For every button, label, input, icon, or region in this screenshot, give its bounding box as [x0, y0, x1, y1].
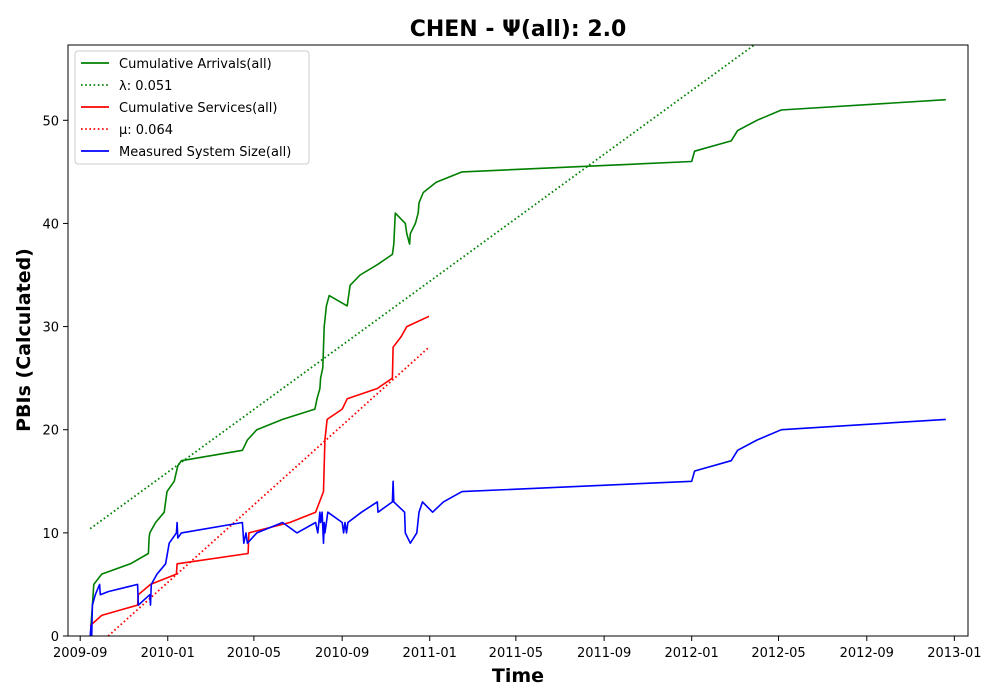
x-tick-label: 2011-01: [403, 646, 457, 661]
legend: Cumulative Arrivals(all) λ: 0.051 Cumulati…: [74, 50, 310, 165]
x-tick-label: 2011-09: [577, 646, 631, 661]
axes: 2009-09 2010-01 2010-05 2010-09 2011-01 2011-…: [42, 44, 982, 661]
plot-area: [89, 45, 946, 636]
x-axis-label: Time: [492, 665, 544, 687]
x-tick-label: 2010-01: [141, 646, 195, 661]
x-tick-label: 2012-09: [840, 646, 894, 661]
legend-label: λ: 0.051: [119, 79, 172, 94]
y-tick-label: 40: [42, 217, 59, 232]
x-tick-label: 2012-05: [751, 646, 805, 661]
x-tick-label: 2011-05: [489, 646, 543, 661]
y-tick-label: 50: [42, 114, 59, 129]
legend-label: Measured System Size(all): [119, 145, 291, 160]
y-tick-label: 20: [42, 424, 59, 439]
y-tick-label: 10: [42, 527, 59, 542]
x-tick-label: 2010-05: [227, 646, 281, 661]
y-tick-label: 0: [51, 630, 59, 645]
series-line-3: [89, 315, 430, 627]
plot-frame: [67, 44, 969, 637]
legend-label: Cumulative Services(all): [119, 101, 277, 116]
x-tick-label: 2009-09: [53, 646, 107, 661]
x-tick-label: 2013-01: [927, 646, 981, 661]
y-tick-label: 30: [42, 321, 59, 336]
y-axis-label: PBIs (Calculated): [13, 248, 35, 432]
series-line-4: [107, 346, 430, 636]
legend-label: Cumulative Arrivals(all): [119, 57, 272, 72]
series-line-5: [89, 418, 946, 636]
legend-label: μ: 0.064: [119, 123, 173, 138]
chart-title: CHEN - Ψ(all): 2.0: [410, 17, 627, 42]
legend-box: [74, 50, 310, 165]
x-tick-label: 2010-09: [315, 646, 369, 661]
x-tick-label: 2012-01: [665, 646, 719, 661]
series-line-1: [90, 98, 946, 626]
